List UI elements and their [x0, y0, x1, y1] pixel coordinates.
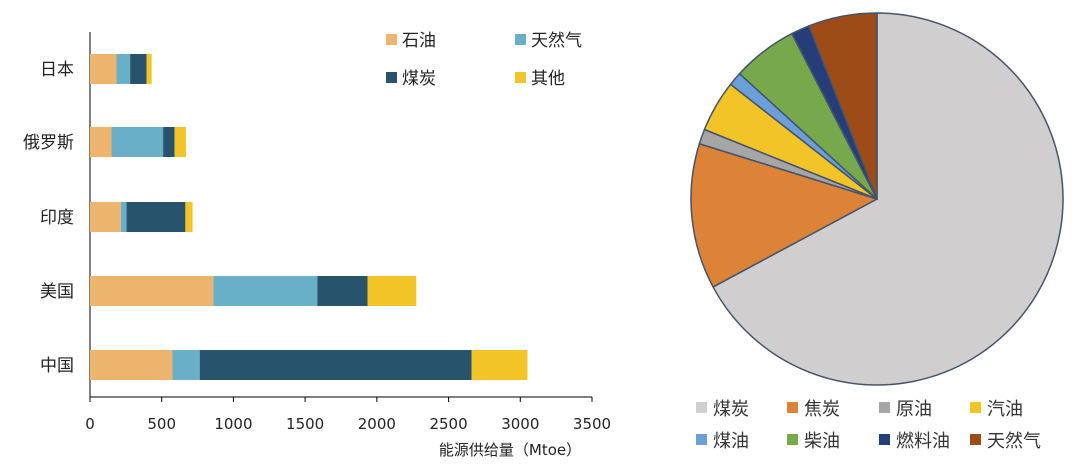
- category-label: 俄罗斯: [23, 133, 74, 153]
- legend-swatch: [515, 34, 526, 45]
- bar-segment: [126, 202, 186, 232]
- bar-segment: [367, 276, 417, 306]
- legend-swatch: [879, 402, 890, 413]
- legend-swatch: [970, 434, 981, 445]
- legend-label: 柴油: [804, 431, 840, 452]
- legend-label: 煤炭: [713, 399, 749, 420]
- bar-segment: [90, 276, 214, 306]
- x-tick-label: 3500: [573, 415, 611, 433]
- bar-segment: [185, 202, 193, 232]
- bar-segment: [163, 127, 175, 157]
- bar-segment: [90, 127, 112, 157]
- legend-label: 煤炭: [402, 69, 436, 89]
- bar-segment: [213, 276, 318, 306]
- legend-label: 煤油: [713, 431, 749, 452]
- legend-swatch: [787, 434, 798, 445]
- bar-segment: [116, 54, 131, 84]
- legend-swatch: [879, 434, 890, 445]
- legend-swatch: [386, 34, 397, 45]
- category-label: 中国: [40, 356, 74, 376]
- bar-segment: [90, 350, 173, 380]
- legend-swatch: [696, 402, 707, 413]
- bar-segment: [111, 127, 164, 157]
- legend-label: 石油: [402, 31, 436, 51]
- legend-swatch: [515, 72, 526, 83]
- bar-segment: [174, 127, 187, 157]
- legend-swatch: [386, 72, 397, 83]
- legend-label: 天然气: [531, 31, 582, 51]
- pie-slice: [690, 142, 878, 288]
- bar-segment: [130, 54, 147, 84]
- pie-slice: [712, 12, 1064, 386]
- legend-swatch: [970, 402, 981, 413]
- x-tick-label: 1000: [214, 415, 252, 433]
- bar-segment: [90, 202, 121, 232]
- category-label: 美国: [40, 282, 74, 302]
- x-tick-label: 2500: [429, 415, 467, 433]
- legend-label: 原油: [896, 399, 932, 420]
- bar-segment: [172, 350, 200, 380]
- bar-segment: [120, 202, 127, 232]
- legend-label: 汽油: [987, 399, 1023, 420]
- stacked-bar-chart: 0 500 1000 1500 2000 2500 3000 3500 日本俄罗斯印度美国中国能…: [23, 31, 611, 459]
- bar-segment: [471, 350, 528, 380]
- x-tick-label: 1500: [286, 415, 324, 433]
- bar-segment: [90, 54, 117, 84]
- legend-swatch: [787, 402, 798, 413]
- legend-swatch: [696, 434, 707, 445]
- legend-label: 燃料油: [896, 431, 950, 452]
- legend-label: 焦炭: [804, 399, 840, 420]
- bar-segment: [146, 54, 152, 84]
- category-label: 日本: [40, 60, 74, 80]
- category-label: 印度: [40, 208, 74, 228]
- x-tick-label: 500: [147, 415, 176, 433]
- bar-segment: [199, 350, 472, 380]
- pie-slice: [808, 12, 878, 200]
- x-tick-label: 3000: [501, 415, 539, 433]
- bar-segment: [317, 276, 368, 306]
- x-tick-label: 2000: [358, 415, 396, 433]
- legend-label: 其他: [531, 69, 565, 89]
- x-axis-title: 能源供给量（Mtoe）: [439, 441, 581, 459]
- legend-label: 天然气: [987, 431, 1041, 452]
- x-tick-label: 0: [85, 415, 95, 433]
